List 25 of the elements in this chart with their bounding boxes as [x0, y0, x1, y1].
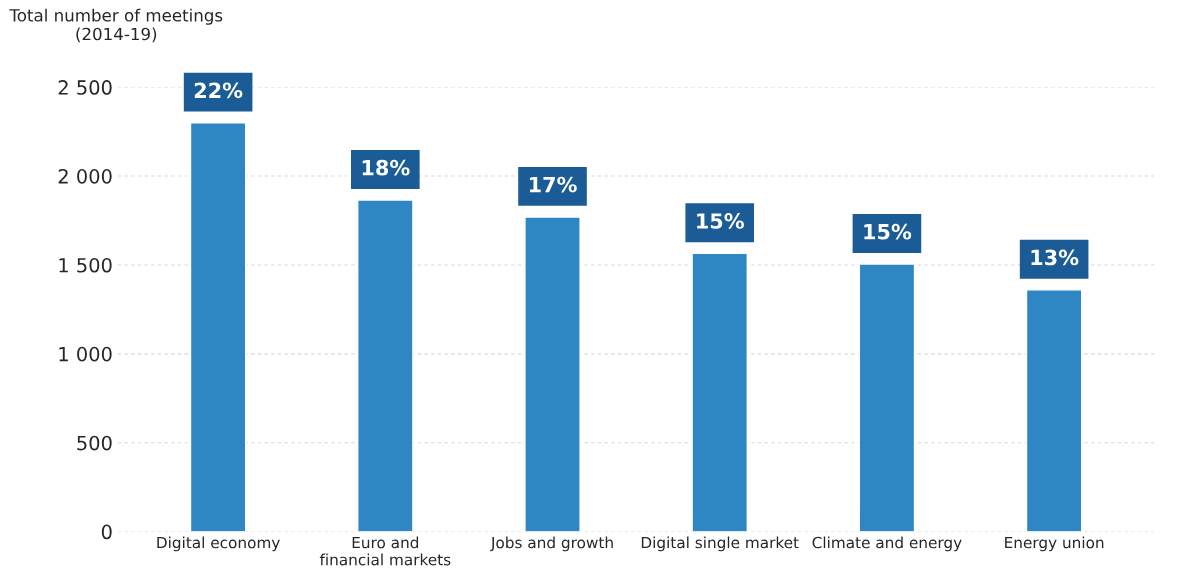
- annotation: 15%: [697, 213, 744, 229]
- y-tick-label: 1 000: [59, 346, 112, 362]
- x-tick-label: Energy union: [1005, 536, 1104, 552]
- x-tick-label: Digital single market: [641, 536, 799, 552]
- y-axis-title: Total number of meetings (2014-19): [9, 8, 223, 43]
- x-tick-label: Climate and energy: [812, 536, 962, 552]
- bar: [189, 122, 247, 532]
- y-tick-label: 2 000: [58, 169, 112, 184]
- bar: [524, 216, 581, 532]
- annotation: 17%: [529, 176, 577, 193]
- bar: [858, 263, 916, 532]
- bar: [357, 199, 414, 532]
- y-tick-label: 500: [77, 435, 112, 451]
- y-tick-label: 0: [101, 524, 112, 540]
- x-tick-label: Jobs and growth: [490, 536, 613, 552]
- annotation: 22%: [194, 82, 243, 99]
- y-tick-label: 1 500: [59, 257, 112, 273]
- y-tick-label: 2 500: [58, 80, 112, 95]
- annotation: 13%: [1031, 249, 1079, 266]
- x-tick-label: Digital economy: [157, 536, 280, 552]
- annotation: 18%: [362, 159, 410, 176]
- annotation: 15%: [864, 223, 912, 240]
- bar: [691, 252, 749, 532]
- x-tick-label: Euro and financial markets: [319, 536, 451, 566]
- bar: [1025, 289, 1083, 532]
